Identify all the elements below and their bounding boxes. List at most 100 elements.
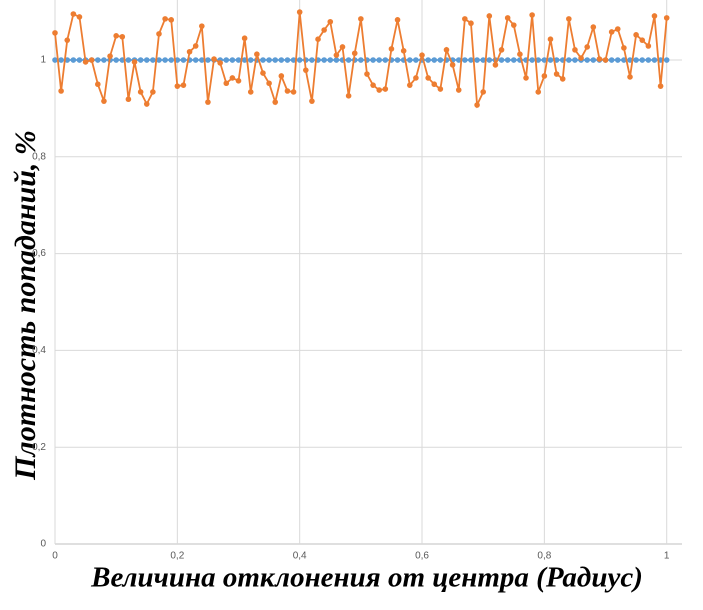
x-tick-label: 0,2 xyxy=(170,551,184,562)
data-point xyxy=(639,37,646,43)
x-axis-title: Величина отклонения от центра (Радиус) xyxy=(90,562,643,594)
data-point xyxy=(284,57,291,63)
data-point xyxy=(566,16,572,22)
data-point xyxy=(425,57,431,63)
data-point xyxy=(645,57,652,63)
data-point xyxy=(529,57,535,63)
data-point xyxy=(168,17,175,23)
y-tick-label: 0,2 xyxy=(32,442,46,453)
data-point xyxy=(455,57,462,63)
data-point xyxy=(529,12,535,18)
data-point xyxy=(364,71,370,77)
data-point xyxy=(260,70,266,76)
data-point xyxy=(663,15,670,21)
data-point xyxy=(321,27,327,33)
data-point xyxy=(137,57,144,63)
data-point xyxy=(510,22,517,28)
data-point xyxy=(443,47,450,53)
data-point xyxy=(131,59,138,65)
data-point xyxy=(284,88,291,94)
data-point xyxy=(633,57,639,63)
data-point xyxy=(101,57,107,63)
data-point xyxy=(192,43,199,49)
data-point xyxy=(223,57,230,63)
x-tick-label: 0,8 xyxy=(537,551,551,562)
data-point xyxy=(303,67,309,73)
data-point xyxy=(211,56,217,62)
data-point xyxy=(633,32,639,38)
data-point xyxy=(498,47,505,53)
data-point xyxy=(621,45,627,51)
data-point xyxy=(608,57,615,63)
data-point xyxy=(229,57,236,63)
data-point xyxy=(382,86,389,92)
data-point xyxy=(449,62,456,68)
data-point xyxy=(235,78,242,84)
data-point xyxy=(272,99,279,105)
data-point xyxy=(388,46,395,52)
data-point xyxy=(241,57,248,63)
data-point xyxy=(290,89,297,95)
data-point xyxy=(174,83,181,89)
data-point xyxy=(333,52,340,58)
data-point xyxy=(608,29,615,35)
data-point xyxy=(272,57,279,63)
data-point xyxy=(70,57,77,63)
data-point xyxy=(260,57,266,63)
data-point xyxy=(76,57,83,63)
data-point xyxy=(254,51,260,58)
data-point xyxy=(327,18,334,25)
data-point xyxy=(474,102,480,108)
data-point xyxy=(614,57,621,63)
data-point xyxy=(58,57,64,63)
data-point xyxy=(614,26,621,32)
data-point xyxy=(431,81,438,88)
data-point xyxy=(95,81,101,88)
data-point xyxy=(400,48,407,54)
data-point xyxy=(358,16,364,22)
data-point xyxy=(474,57,480,63)
data-point xyxy=(82,59,89,65)
data-point xyxy=(278,57,285,63)
y-tick-label: 0 xyxy=(40,539,46,550)
data-point xyxy=(70,11,77,17)
data-point xyxy=(486,57,493,63)
data-point xyxy=(462,16,468,22)
x-tick-label: 0,4 xyxy=(293,551,307,562)
data-point xyxy=(492,62,499,68)
data-point xyxy=(480,57,486,63)
data-point xyxy=(553,71,560,77)
data-point xyxy=(156,31,162,37)
data-point xyxy=(535,89,542,95)
data-point xyxy=(504,57,511,63)
data-point xyxy=(572,57,578,63)
data-point xyxy=(376,57,383,63)
data-point xyxy=(315,36,321,43)
data-point xyxy=(333,57,340,63)
data-point xyxy=(627,74,633,80)
data-point xyxy=(113,57,119,63)
data-point xyxy=(437,86,444,92)
data-point xyxy=(125,96,132,103)
data-point xyxy=(468,20,474,27)
data-point xyxy=(52,57,58,63)
data-point xyxy=(541,73,548,79)
data-point xyxy=(52,30,58,36)
data-point xyxy=(345,93,352,99)
data-point xyxy=(523,75,529,81)
data-point xyxy=(180,82,187,88)
data-point xyxy=(376,87,383,93)
data-point xyxy=(309,98,315,104)
data-point xyxy=(559,76,566,82)
data-point xyxy=(58,88,64,94)
data-point xyxy=(217,60,223,66)
data-point xyxy=(101,98,107,104)
y-tick-label: 1 xyxy=(40,55,46,66)
y-tick-label: 0,6 xyxy=(32,248,46,259)
data-point xyxy=(199,23,205,29)
data-point xyxy=(235,57,242,63)
data-point xyxy=(95,57,101,63)
data-point xyxy=(180,57,187,63)
data-point xyxy=(247,57,254,63)
data-point xyxy=(406,57,413,63)
